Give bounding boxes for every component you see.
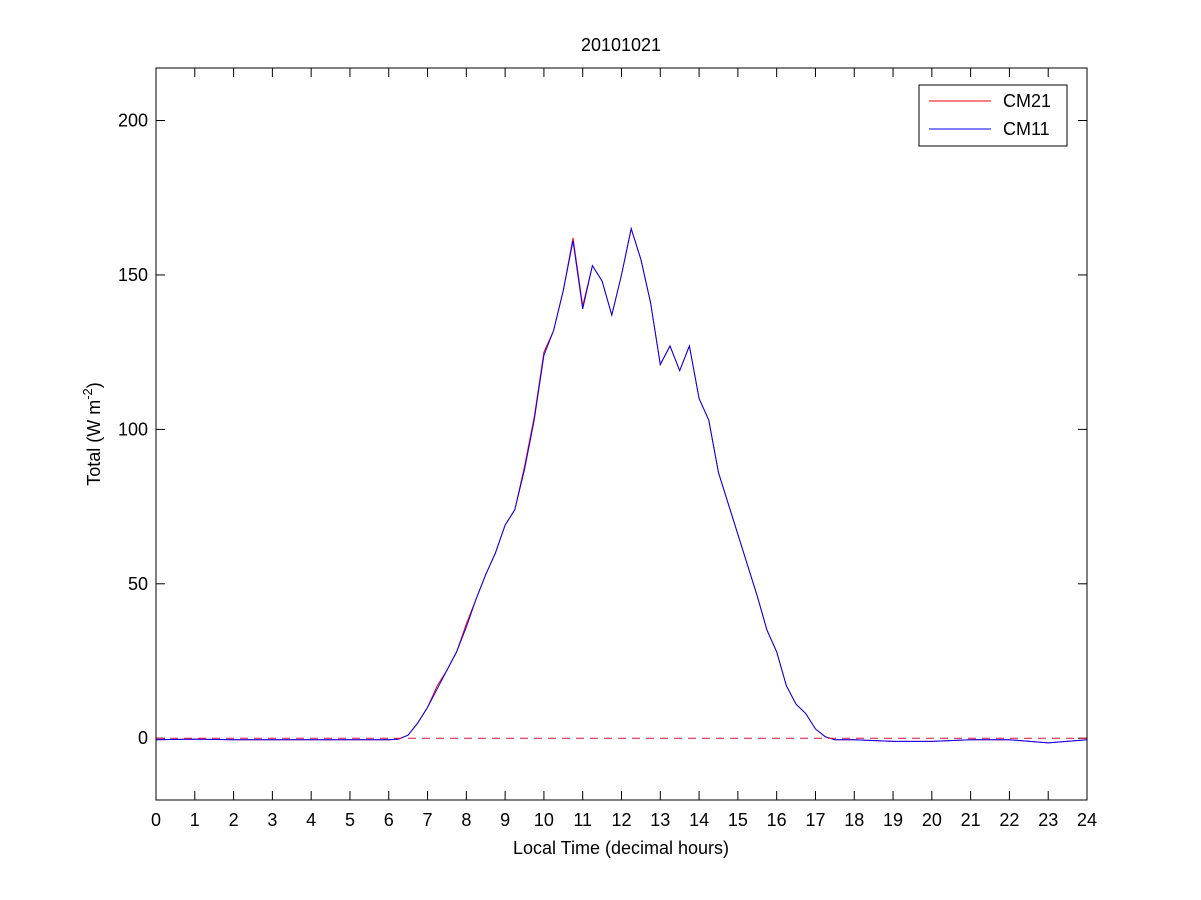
x-tick-label: 10 — [534, 810, 554, 830]
x-tick-label: 5 — [345, 810, 355, 830]
legend-label: CM11 — [1003, 119, 1050, 139]
x-tick-label: 4 — [306, 810, 316, 830]
x-tick-label: 18 — [844, 810, 864, 830]
x-axis-label: Local Time (decimal hours) — [513, 838, 729, 858]
y-label-end: ) — [84, 382, 104, 388]
legend-box — [918, 84, 1068, 147]
x-tick-label: 20 — [922, 810, 942, 830]
x-tick-label: 2 — [229, 810, 239, 830]
y-tick-label: 150 — [118, 265, 148, 285]
x-tick-label: 12 — [611, 810, 631, 830]
x-tick-label: 11 — [573, 810, 592, 830]
x-tick-label: 8 — [461, 810, 471, 830]
x-tick-label: 23 — [1038, 810, 1058, 830]
legend: CM21 CM11 — [918, 84, 1068, 147]
x-tick-label: 22 — [999, 810, 1019, 830]
y-tick-label: 100 — [118, 419, 148, 439]
x-tick-label: 15 — [728, 810, 748, 830]
x-tick-label: 0 — [151, 810, 161, 830]
y-tick-label: 0 — [138, 728, 148, 748]
x-tick-label: 7 — [423, 810, 433, 830]
y-label-exponent: -2 — [80, 388, 95, 400]
chart-title: 20101021 — [581, 35, 661, 55]
x-tick-label: 3 — [267, 810, 277, 830]
x-tick-label: 24 — [1077, 810, 1097, 830]
x-tick-label: 17 — [805, 810, 825, 830]
x-tick-label: 6 — [384, 810, 394, 830]
data-line — [155, 226, 1088, 744]
x-tick-label: 9 — [500, 810, 510, 830]
x-tick-label: 16 — [767, 810, 787, 830]
legend-label: CM21 — [1003, 91, 1051, 111]
x-tick-label: 1 — [190, 810, 200, 830]
y-tick-label: 200 — [118, 111, 148, 131]
plot-frame — [155, 67, 1088, 801]
x-tick-label: 13 — [650, 810, 670, 830]
y-axis-label: Total (W m-2) — [80, 382, 104, 486]
y-tick-label: 50 — [128, 574, 148, 594]
y-label-main: Total (W m — [84, 400, 104, 486]
x-tick-label: 19 — [883, 810, 903, 830]
x-tick-label: 21 — [961, 810, 981, 830]
x-tick-label: 14 — [689, 810, 709, 830]
